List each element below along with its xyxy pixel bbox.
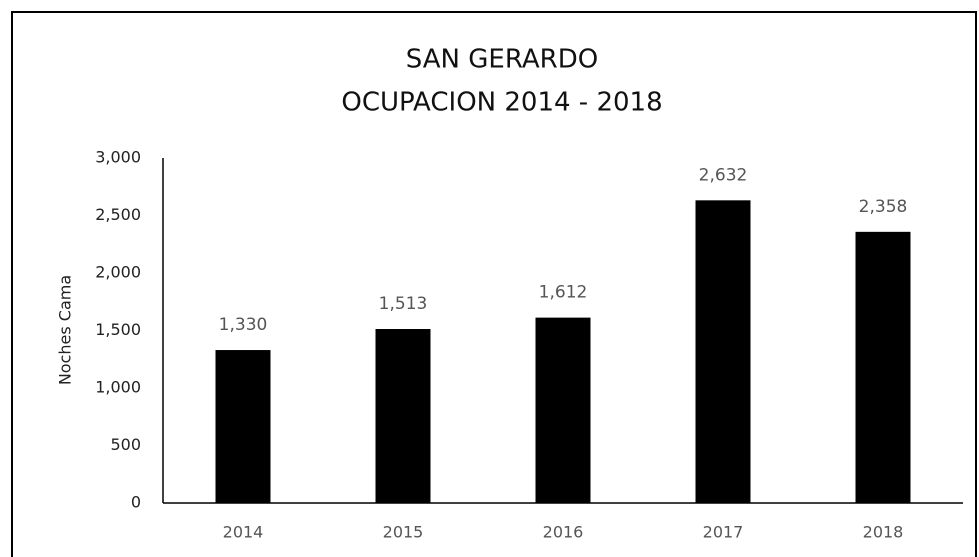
chart-subtitle: OCUPACION 2014 - 2018 bbox=[341, 88, 662, 118]
y-tick-label: 2,500 bbox=[95, 205, 141, 224]
bar bbox=[695, 200, 751, 503]
x-tick-label: 2014 bbox=[223, 523, 264, 542]
y-axis-label: Noches Cama bbox=[56, 275, 75, 385]
value-label: 1,330 bbox=[219, 315, 268, 335]
bar bbox=[855, 231, 911, 503]
x-tick-label: 2017 bbox=[703, 523, 744, 542]
chart-border bbox=[11, 11, 977, 557]
x-tick-label: 2015 bbox=[383, 523, 424, 542]
y-tick-label: 1,500 bbox=[95, 320, 141, 339]
bar bbox=[535, 317, 591, 503]
value-label: 2,632 bbox=[699, 165, 748, 185]
value-label: 1,612 bbox=[539, 283, 588, 303]
y-tick-label: 2,000 bbox=[95, 263, 141, 282]
x-tick-label: 2018 bbox=[863, 523, 904, 542]
y-tick-label: 0 bbox=[131, 493, 141, 512]
value-label: 2,358 bbox=[859, 197, 908, 217]
bar bbox=[215, 350, 271, 503]
x-tick-label: 2016 bbox=[543, 523, 584, 542]
y-tick-label: 500 bbox=[110, 435, 141, 454]
value-label: 1,513 bbox=[379, 294, 428, 314]
chart-title: SAN GERARDO bbox=[406, 45, 598, 75]
y-tick-label: 3,000 bbox=[95, 148, 141, 167]
y-tick-label: 1,000 bbox=[95, 378, 141, 397]
bar bbox=[375, 329, 431, 503]
